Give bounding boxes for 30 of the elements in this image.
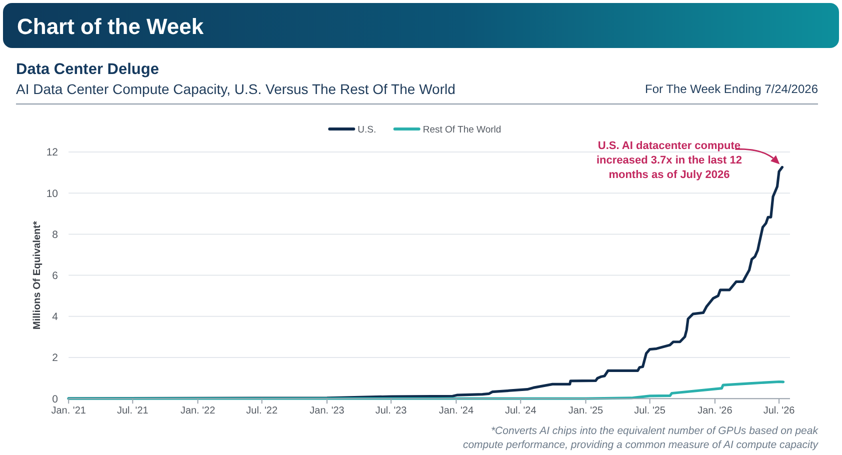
- x-tick-label: Jul. '26: [763, 406, 796, 417]
- y-tick-label: 2: [52, 352, 58, 364]
- text: *Converts AI chips into the equivalent number of GPUs based on peak compute performance, providing a common measure of AI compute capacity: [462, 425, 819, 451]
- legend-label: Rest Of The World: [422, 124, 502, 136]
- annotation: U.S. AI datacenter compute increased 3.7x in the last 12 months as of July 2026: [596, 140, 742, 182]
- text: For The Week Ending 7/24/2026: [644, 82, 818, 96]
- chart-title: Data Center Deluge: [16, 61, 160, 78]
- x-tick-label: Jul. '23: [375, 406, 408, 417]
- x-tick-label: Jan. '24: [438, 406, 474, 417]
- y-tick-label: 10: [46, 188, 58, 200]
- line-series: [67, 166, 784, 400]
- x-tick-label: Jul. '22: [246, 406, 278, 417]
- x-tick-label: Jan. '26: [698, 406, 733, 417]
- y-tick-label: 4: [52, 311, 58, 324]
- x-tick-label: Jul. '25: [634, 406, 666, 417]
- y-tick-label: 0: [52, 393, 58, 406]
- text: Chart of the Week: [17, 14, 204, 39]
- y-axis-title: Millions Of Equivalent*: [32, 221, 43, 330]
- line-series: [67, 380, 785, 400]
- x-tick-label: Jan. '23: [310, 406, 345, 417]
- x-tick-label: Jan. '25: [568, 406, 604, 417]
- x-tick-label: Jan. '21: [51, 406, 86, 417]
- legend-label: U.S.: [358, 124, 376, 136]
- x-tick-label: Jan. '22: [180, 406, 216, 417]
- y-tick-label: 8: [52, 228, 58, 241]
- x-tick-label: Jul. '21: [116, 406, 149, 417]
- y-tick-label: 12: [46, 146, 58, 159]
- x-tick-label: Jul. '24: [504, 406, 537, 417]
- y-tick-label: 6: [52, 270, 58, 282]
- chart-subtitle: AI Data Center Compute Capacity, U.S. Versus The Rest Of The World: [16, 81, 456, 97]
